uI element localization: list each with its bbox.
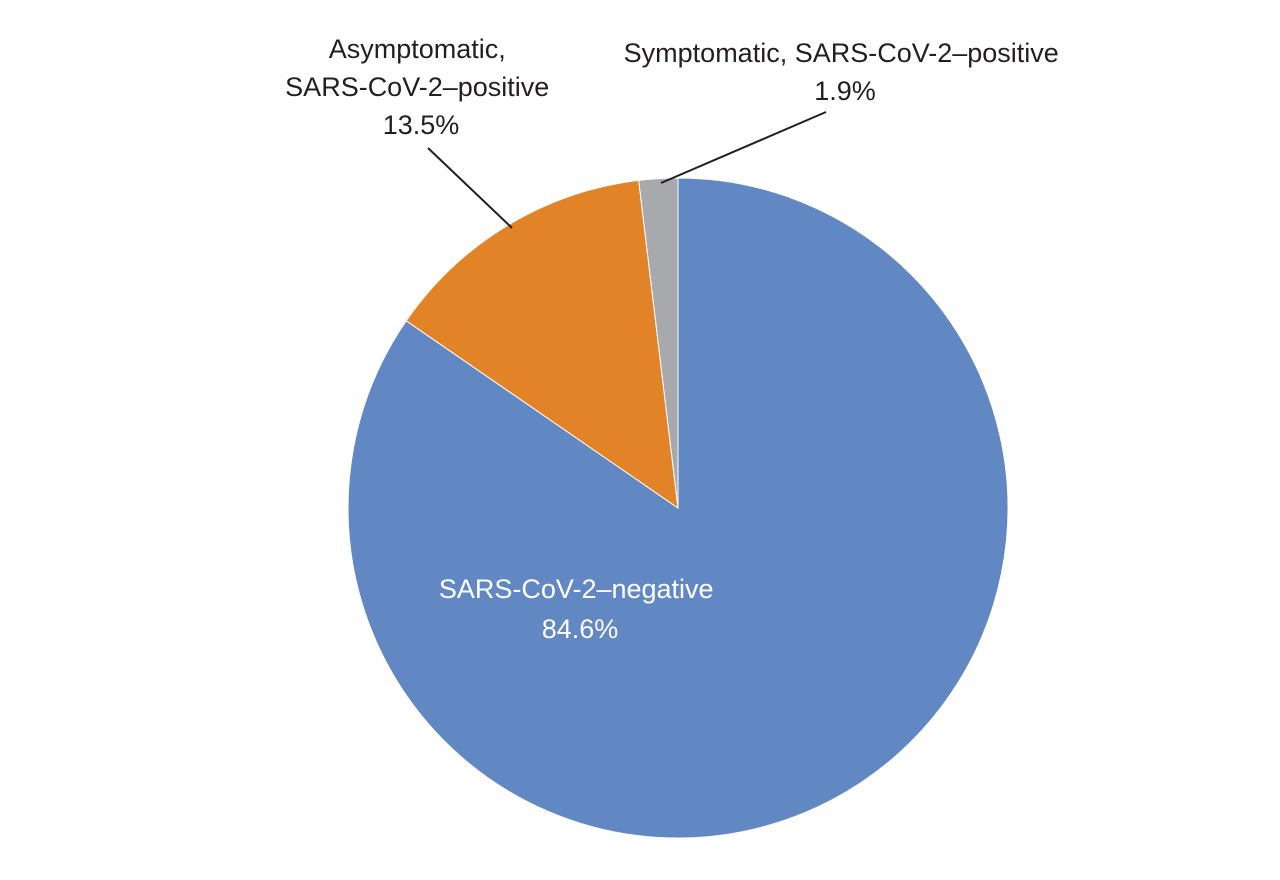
label-asymptomatic-line-1: Asymptomatic,	[329, 34, 506, 64]
leader-line-symptomatic	[660, 111, 827, 184]
pie-slice-symptomatic	[638, 177, 679, 509]
pie-slice-negative	[347, 177, 1009, 839]
leader-lines	[427, 111, 827, 229]
leader-line-asymptomatic	[427, 147, 513, 229]
label-asymptomatic-line-2: SARS-CoV-2–positive	[285, 72, 549, 102]
label-asymptomatic-value: 13.5%	[383, 110, 460, 140]
label-negative: SARS-CoV-2–negative 84.6%	[439, 574, 721, 644]
label-asymptomatic: Asymptomatic, SARS-CoV-2–positive 13.5%	[285, 34, 557, 140]
label-symptomatic-line-1: Symptomatic, SARS-CoV-2–positive	[624, 38, 1059, 68]
label-symptomatic: Symptomatic, SARS-CoV-2–positive 1.9%	[624, 38, 1067, 106]
pie-slice-asymptomatic	[405, 179, 679, 510]
label-negative-line-1: SARS-CoV-2–negative	[439, 574, 714, 604]
label-symptomatic-value: 1.9%	[814, 76, 876, 106]
label-negative-value: 84.6%	[542, 614, 619, 644]
pie-slices	[347, 177, 1009, 839]
